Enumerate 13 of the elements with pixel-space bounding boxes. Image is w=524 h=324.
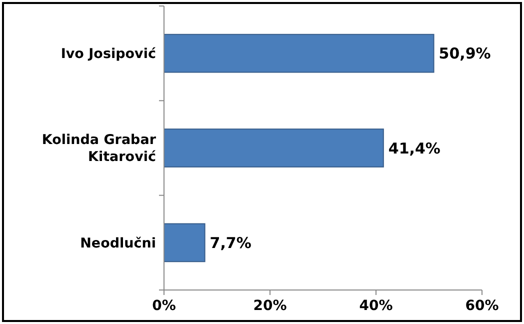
- data-label: 7,7%: [210, 234, 252, 252]
- x-tick-label: 60%: [465, 298, 499, 314]
- x-tick-label: 20%: [253, 298, 287, 314]
- y-tick-label: Kolinda Grabar Kitarović: [42, 132, 156, 166]
- data-label: 50,9%: [438, 44, 491, 63]
- bar: [164, 128, 384, 168]
- data-label: 41,4%: [388, 139, 440, 158]
- bar: [164, 34, 434, 73]
- x-tick-label: 40%: [359, 298, 393, 314]
- bar: [164, 223, 206, 262]
- y-tick-label: Neodlučni: [80, 235, 156, 252]
- x-tick-label: 0%: [152, 298, 176, 314]
- y-tick-label: Ivo Josipović: [60, 46, 156, 62]
